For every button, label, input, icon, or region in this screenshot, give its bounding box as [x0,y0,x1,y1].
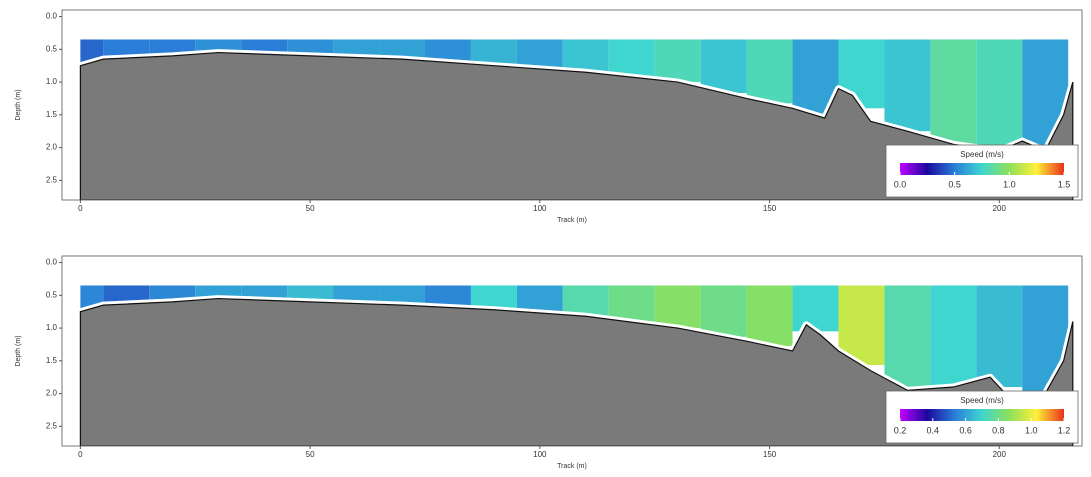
speed-cell [287,285,334,302]
speed-cell [516,39,563,69]
speed-cell [424,39,471,63]
y-tick-label: 0.0 [46,258,58,267]
y-tick-label: 0.5 [46,290,58,299]
plot [79,39,1077,200]
x-axis-title: Track (m) [557,463,587,470]
x-tick-label: 0 [78,450,83,459]
speed-cell [884,39,931,132]
x-tick-label: 200 [993,450,1007,459]
colorbar-tick-label: 0.5 [948,179,961,189]
legend-title: Speed (m/s) [960,150,1004,159]
colorbar-tick-label: 1.2 [1058,425,1071,435]
x-tick-label: 100 [533,450,547,459]
y-axis-title: Depth (m) [15,89,22,120]
speed-cell [562,285,609,317]
speed-cell [792,285,839,332]
speed-cell [287,39,334,56]
x-tick-label: 50 [306,204,315,213]
speed-cell [103,285,150,305]
speed-cell [333,39,380,58]
y-tick-label: 2.5 [46,421,58,430]
speed-cell [195,285,242,299]
legend-title: Speed (m/s) [960,396,1004,405]
speed-cell [333,285,380,304]
x-axis-title: Track (m) [557,217,587,224]
speed-cell [379,39,425,60]
plot [79,285,1077,446]
speed-cell [562,39,609,73]
colorbar-tick-label: 1.5 [1058,179,1071,189]
speed-cell [976,39,1023,151]
y-tick-label: 1.5 [46,356,58,365]
y-tick-label: 2.0 [46,143,58,152]
speed-cell [746,285,793,347]
speed-cell [654,285,701,329]
speed-cell [884,285,931,391]
y-tick-label: 2.0 [46,389,58,398]
x-tick-label: 150 [763,204,777,213]
x-tick-label: 150 [763,450,777,459]
x-tick-label: 100 [533,204,547,213]
y-tick-label: 0.5 [46,44,58,53]
colorbar-tick-label: 0.8 [992,425,1005,435]
colorbar-tick-label: 0.6 [959,425,972,435]
colorbar-tick-label: 0.2 [894,425,907,435]
speed-cell [930,39,977,145]
colorbar-tick-label: 1.0 [1025,425,1038,435]
speed-cell [103,39,150,59]
y-tick-label: 1.5 [46,110,58,119]
x-tick-label: 200 [993,204,1007,213]
speed-cell [654,39,701,83]
y-tick-label: 1.0 [46,323,58,332]
speed-cell [700,39,747,93]
colorbar [900,409,1064,421]
colorbar-tick-label: 0.0 [894,179,907,189]
speed-cell [976,285,1023,388]
x-tick-label: 50 [306,450,315,459]
speed-cell [608,39,655,78]
colorbar-tick-label: 1.0 [1003,179,1016,189]
colorbar [900,163,1064,175]
x-tick-label: 0 [78,204,83,213]
y-tick-label: 0.0 [46,12,58,21]
plot-frame [61,9,1083,201]
speed-cell [379,285,425,306]
speed-cell [608,285,655,323]
plot-frame [61,255,1083,447]
speed-cell [746,39,793,104]
speed-cell [424,285,471,308]
y-tick-label: 2.5 [46,175,58,184]
speed-cell [700,285,747,337]
speed-cell [930,285,977,388]
y-axis-title: Depth (m) [15,335,22,366]
colorbar-tick-label: 0.4 [927,425,940,435]
y-tick-label: 1.0 [46,77,58,86]
speed-cell [195,39,242,53]
